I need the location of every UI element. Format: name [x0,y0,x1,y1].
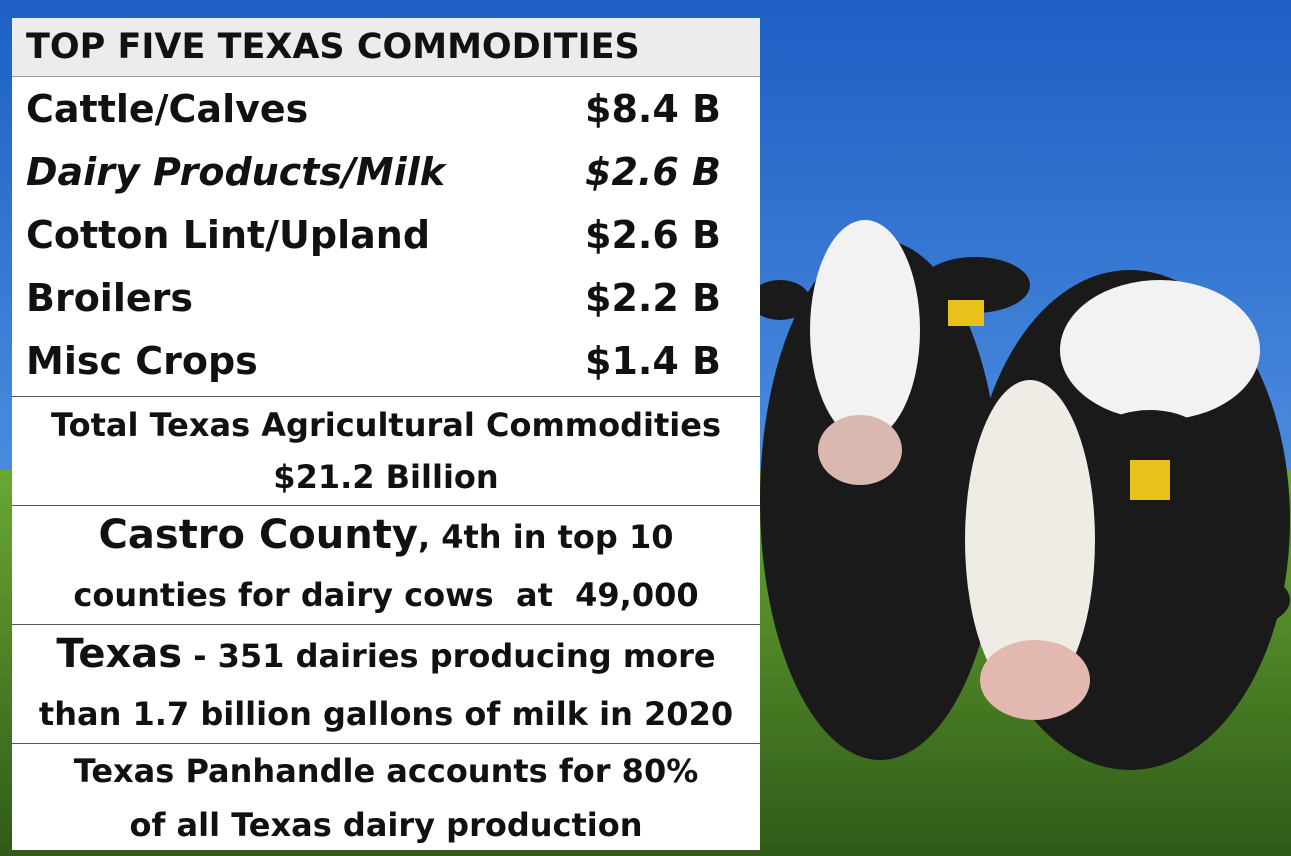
title: TOP FIVE TEXAS COMMODITIES [12,18,760,77]
panhandle-section: Texas Panhandle accounts for 80% of all … [12,743,760,852]
cow-left [750,220,1030,760]
texas-rest: - 351 dairies producing more [182,637,716,675]
commodity-value: $2.6 B [585,149,721,194]
info-panel: TOP FIVE TEXAS COMMODITIES Cattle/Calves… [12,18,760,850]
texas-line2: than 1.7 billion gallons of milk in 2020 [38,695,734,733]
castro-line2: counties for dairy cows at 49,000 [73,576,699,614]
commodity-value: $1.4 B [585,338,721,383]
commodity-row: Cotton Lint/Upland $2.6 B [12,203,760,266]
commodity-value: $8.4 B [585,86,721,131]
panhandle-line1: Texas Panhandle accounts for 80% [73,752,699,790]
castro-section: Castro County, 4th in top 10 counties fo… [12,505,760,624]
texas-section: Texas - 351 dairies producing more than … [12,624,760,743]
commodity-name: Misc Crops [26,338,258,383]
commodity-value: $2.2 B [585,275,721,320]
commodity-name: Dairy Products/Milk [26,149,446,194]
commodity-name: Cotton Lint/Upland [26,212,431,257]
commodity-row: Cattle/Calves $8.4 B [12,77,760,140]
castro-lead: Castro County [98,512,418,558]
commodity-name: Cattle/Calves [26,86,309,131]
total-section: Total Texas Agricultural Commodities $21… [12,396,760,505]
castro-rest: , 4th in top 10 [417,518,674,556]
commodity-row: Broilers $2.2 B [12,266,760,329]
commodity-row: Misc Crops $1.4 B [12,329,760,392]
total-value: $21.2 Billion [273,458,499,496]
cow-right [965,270,1290,770]
commodity-value: $2.6 B [585,212,721,257]
commodity-name: Broilers [26,275,193,320]
total-label: Total Texas Agricultural Commodities [51,406,721,444]
texas-lead: Texas [56,631,183,677]
commodity-row: Dairy Products/Milk $2.6 B [12,140,760,203]
panhandle-line2: of all Texas dairy production [129,806,643,844]
